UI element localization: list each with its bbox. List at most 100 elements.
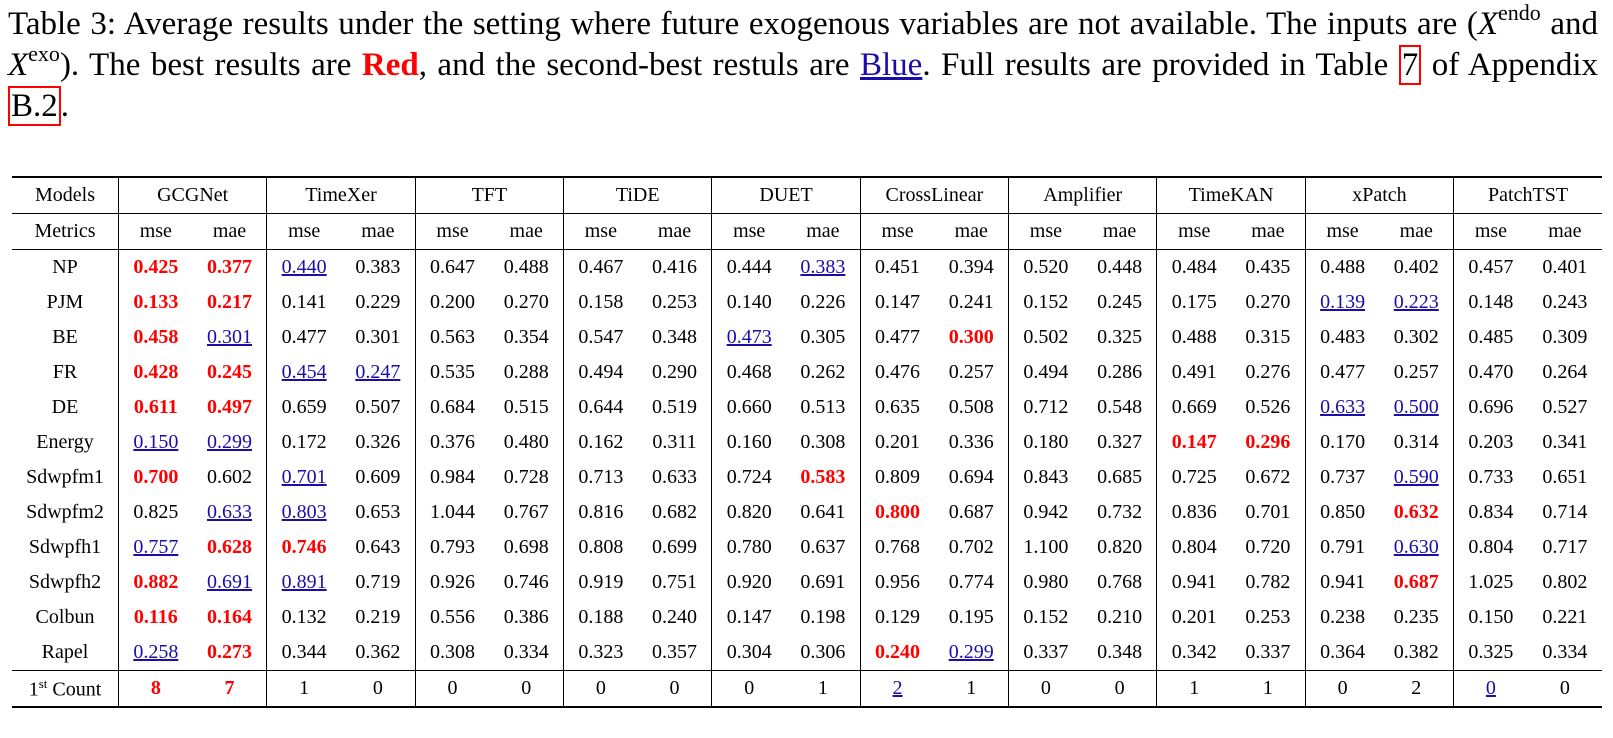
metric-value-cell: 0.286 [1082,355,1158,390]
dataset-name: Sdwpfh2 [12,565,119,600]
metric-value-cell: 0.526 [1231,390,1306,425]
metric-value-cell: 0.382 [1379,635,1455,671]
metric-value: 0.170 [1320,431,1366,453]
metric-value-cell: 1 [1231,670,1306,708]
metric-value: 0.635 [875,396,921,418]
metric-value-cell: 0.737 [1305,460,1379,495]
metric-value: 0.229 [355,291,401,313]
metric-value-cell: 0.780 [712,530,786,565]
metric-value: 0.850 [1320,501,1366,523]
metric-header: mae [1231,213,1306,250]
metric-value-cell: 0.653 [341,495,416,530]
metric-value: 0.882 [133,571,179,593]
appendix-reference-link[interactable]: B.2 [8,86,61,126]
dataset-name: BE [12,320,119,355]
caption-text: , and the second-best restuls are [418,47,860,83]
metric-value: 0 [669,677,680,699]
metric-header: mse [1156,213,1232,250]
metric-value-cell: 0.611 [119,390,193,425]
metric-value: 0.500 [1393,396,1439,418]
model-header: DUET [711,176,861,214]
metric-value: 0.746 [503,571,549,593]
table-reference-link[interactable]: 7 [1398,45,1422,85]
metric-value-cell: 0.311 [637,425,713,460]
metric-value: 1 [1189,677,1200,699]
metric-value-cell: 8 [118,670,193,708]
dataset-label-suffix: Count [47,678,102,701]
metric-value-cell: 2 [860,670,935,708]
metric-value-cell: 0.229 [341,285,416,320]
metric-value-cell: 0.262 [786,355,861,390]
metric-value: 1 [817,677,828,699]
metric-value: 0.428 [133,361,179,383]
metric-value-cell: 0.341 [1528,425,1602,460]
metric-value-cell: 0.305 [786,320,861,355]
metric-value-cell: 0.299 [192,425,268,460]
caption-text: of Appendix [1421,47,1598,83]
metric-value: 0.264 [1542,361,1588,383]
caption-text: and [1540,6,1598,42]
results-table-wrapper: Models GCGNet TimeXer TFT TiDE DUET CrossLine… [12,176,1602,708]
metric-value: 0.416 [652,256,698,278]
metric-value-cell: 0.468 [712,355,786,390]
metric-value-cell: 0.203 [1454,425,1528,460]
dataset-label: DE [51,396,79,418]
metric-header: mae [1082,213,1158,250]
dataset-label: BE [52,326,78,348]
metric-value: 0.526 [1245,396,1291,418]
metric-value: 1 [966,677,977,699]
metric-value-cell: 0.746 [267,530,341,565]
metric-value: 0.337 [1023,641,1069,663]
metric-value: 0.325 [1097,326,1143,348]
table-row: Sdwpfh1 0.757 0.628 0.746 0.643 0.793 0.698 0.8… [12,530,1602,565]
metric-value: 0.473 [726,326,772,348]
caption-text: Table 3: Average results under the setti… [8,6,1478,42]
metric-value: 0.148 [1468,291,1514,313]
metric-value-cell: 0.746 [489,565,565,600]
dataset-label: PJM [46,291,84,313]
best-legend-word: Red [361,47,419,83]
metric-value-cell: 2 [1379,670,1455,708]
metric-value: 0.116 [133,606,178,628]
metric-value-cell: 0.172 [267,425,341,460]
metric-value-cell: 0.195 [934,600,1010,635]
metric-value-cell: 0.488 [1305,250,1379,286]
metric-value: 0.774 [948,571,994,593]
metric-value: 0.188 [578,606,624,628]
metric-value: 0.454 [281,361,327,383]
metric-value: 0.800 [875,501,921,523]
metric-value-cell: 0.701 [1231,495,1306,530]
metric-value-cell: 0.702 [934,530,1010,565]
metric-value: 0.820 [726,501,772,523]
metric-value-cell: 0.641 [786,495,861,530]
metric-value-cell: 0.480 [489,425,565,460]
metric-value: 0.309 [1542,326,1588,348]
dataset-label: Colbun [35,606,95,628]
metric-value-cell: 0.243 [1528,285,1602,320]
metric-value: 0.364 [1320,641,1366,663]
metric-value-cell: 0.276 [1231,355,1306,390]
metric-value: 0.508 [948,396,994,418]
metric-value: 0.548 [1097,396,1143,418]
metric-value-cell: 0.457 [1454,250,1528,286]
metric-value-cell: 0.308 [415,635,490,671]
metric-header: mae [1379,213,1455,250]
metric-value: 0.221 [1542,606,1588,628]
metric-value-cell: 0.129 [860,600,934,635]
metric-value: 0.791 [1320,536,1366,558]
metric-value-cell: 0.425 [119,250,193,286]
metric-value-cell: 1 [786,670,861,708]
second-best-legend-link[interactable]: Blue [860,47,923,83]
dataset-label: Sdwpfm2 [26,501,104,523]
metric-value-cell: 0.435 [1231,249,1306,285]
metric-value: 0.435 [1245,256,1291,278]
metric-value-cell: 0.240 [637,600,713,635]
metric-value-cell: 0.520 [1009,250,1083,286]
table-caption: Table 3: Average results under the setti… [8,2,1598,127]
metric-value: 0.305 [800,326,846,348]
metric-value: 0.701 [281,466,327,488]
metric-value-cell: 0.583 [786,460,861,495]
metric-value: 0.816 [578,501,624,523]
metric-value-cell: 0.334 [489,635,565,671]
metric-value: 0.301 [207,326,252,348]
